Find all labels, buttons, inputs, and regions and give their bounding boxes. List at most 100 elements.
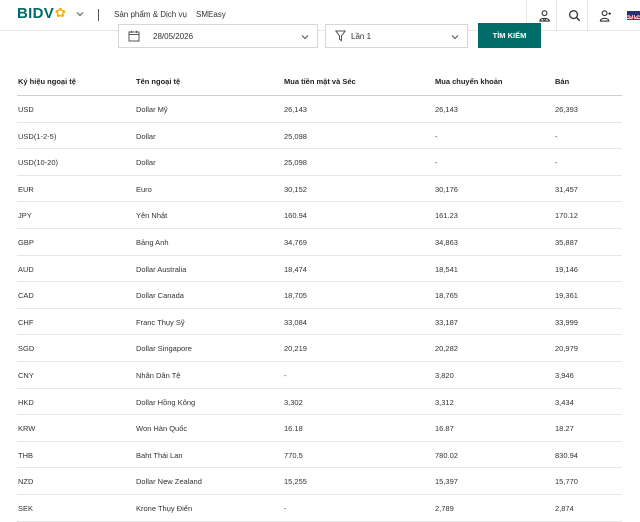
col-header-sell: Bán (555, 77, 570, 86)
cell-code: AUD (18, 264, 34, 274)
cell-transfer-buy: 3,820 (435, 371, 454, 380)
update-times-select[interactable]: Lần 1 (325, 24, 468, 48)
cell-code: GBP (18, 238, 34, 247)
filter-icon (335, 30, 346, 42)
table-row: USD(10-20) Dollar 25,098 - - (17, 149, 622, 176)
cell-name: Dollar Mỹ (136, 105, 168, 114)
cell-name: Nhân Dân Tệ (136, 371, 181, 380)
cell-code: SGD (18, 344, 35, 354)
bidv-logo[interactable]: BIDV✿ (17, 5, 66, 22)
chevron-down-icon[interactable] (75, 9, 85, 19)
search-button[interactable] (556, 0, 591, 31)
cell-cash-buy: 33,084 (284, 317, 307, 327)
uk-flag-icon[interactable] (627, 11, 640, 20)
cell-cash-buy: 160.94 (284, 211, 307, 221)
cell-sell: 31,457 (555, 184, 578, 194)
cell-cash-buy: 18,474 (284, 264, 307, 274)
cell-cash-buy: 25,098 (284, 131, 307, 141)
cell-transfer-buy: 780.02 (435, 450, 458, 460)
chevron-down-icon (301, 35, 309, 40)
cell-transfer-buy: 2,789 (435, 504, 454, 513)
cell-transfer-buy: 3,312 (435, 397, 454, 407)
table-row: SGD Dollar Singapore 20,219 20,282 20,979 (17, 335, 622, 362)
user-account-button[interactable] (587, 0, 622, 31)
cell-name: Dollar Singapore (136, 344, 192, 354)
cell-name: Dollar New Zealand (136, 477, 202, 487)
user-shield-button[interactable] (526, 0, 561, 31)
table-header-divider (17, 95, 622, 96)
cell-cash-buy: 30,152 (284, 184, 307, 194)
col-header-code: Ký hiệu ngoại tệ (18, 77, 76, 86)
table-row: USD Dollar Mỹ 26,143 26,143 26,393 (17, 96, 622, 123)
cell-code: JPY (18, 211, 32, 221)
cell-transfer-buy: 20,282 (435, 344, 458, 354)
cell-sell: 3,434 (555, 397, 574, 407)
cell-sell: 20,979 (555, 344, 578, 354)
table-row: HKD Dollar Hồng Kông 3,302 3,312 3,434 (17, 389, 622, 416)
cell-name: Dollar (136, 158, 156, 168)
cell-code: CNY (18, 371, 34, 380)
table-row: KRW Won Hàn Quốc 16.18 16.87 18.27 (17, 415, 622, 442)
cell-code: THB (18, 450, 33, 460)
date-value: 28/05/2026 (153, 32, 194, 41)
search-rates-button[interactable]: TÌM KIẾM (478, 23, 541, 48)
table-row: JPY Yên Nhật 160.94 161.23 170.12 (17, 202, 622, 229)
search-icon (568, 10, 580, 22)
cell-sell: 170.12 (555, 211, 578, 221)
cell-code: SEK (18, 504, 34, 513)
nav-smeasy[interactable]: SMEasy (196, 10, 226, 19)
table-row: NZD Dollar New Zealand 15,255 15,397 15,770 (17, 468, 622, 495)
cell-name: Krone Thụy Điển (136, 504, 193, 513)
cell-name: Yên Nhật (136, 211, 168, 221)
cell-cash-buy: 3,302 (284, 397, 303, 407)
table-row: THB Baht Thái Lan 770.5 780.02 830.94 (17, 442, 622, 469)
cell-code: USD (18, 105, 34, 114)
cell-sell: 3,946 (555, 371, 574, 380)
cell-transfer-buy: 33,187 (435, 317, 458, 327)
cell-name: Dollar Australia (136, 264, 187, 274)
cell-cash-buy: 26,143 (284, 105, 307, 114)
user-shield-icon (538, 10, 550, 22)
cell-sell: - (555, 158, 558, 168)
user-icon (599, 10, 611, 22)
cell-sell: 2,874 (555, 504, 574, 513)
nav-products-services[interactable]: Sản phẩm & Dịch vụ (114, 10, 187, 19)
cell-code: HKD (18, 397, 34, 407)
cell-sell: - (555, 131, 558, 141)
cell-transfer-buy: - (435, 158, 438, 168)
header-divider (98, 9, 99, 21)
col-header-name: Tên ngoại tệ (136, 77, 181, 86)
logo-flower-icon: ✿ (55, 5, 67, 20)
cell-sell: 19,361 (555, 291, 578, 301)
cell-sell: 19,146 (555, 264, 578, 274)
date-picker[interactable]: 28/05/2026 (118, 24, 318, 48)
table-row: GBP Bảng Anh 34,769 34,863 35,887 (17, 229, 622, 256)
cell-transfer-buy: 18,541 (435, 264, 458, 274)
table-row: CAD Dollar Canada 18,705 18,765 19,361 (17, 282, 622, 309)
table-row: CHF Franc Thụy Sỹ 33,084 33,187 33,999 (17, 309, 622, 336)
cell-transfer-buy: 30,176 (435, 184, 458, 194)
cell-code: KRW (18, 424, 36, 434)
cell-sell: 33,999 (555, 317, 578, 327)
cell-cash-buy: 34,769 (284, 238, 307, 247)
cell-cash-buy: 20,219 (284, 344, 307, 354)
cell-transfer-buy: - (435, 131, 438, 141)
cell-cash-buy: - (284, 504, 287, 513)
cell-sell: 35,887 (555, 238, 578, 247)
cell-name: Franc Thụy Sỹ (136, 317, 185, 327)
table-row: USD(1-2-5) Dollar 25,098 - - (17, 123, 622, 150)
cell-sell: 15,770 (555, 477, 578, 487)
cell-name: Euro (136, 184, 152, 194)
col-header-transfer-buy: Mua chuyển khoản (435, 77, 503, 86)
logo-text: BIDV (17, 5, 55, 22)
cell-transfer-buy: 16.87 (435, 424, 454, 434)
cell-code: CHF (18, 317, 34, 327)
table-row: SEK Krone Thụy Điển - 2,789 2,874 (17, 495, 622, 522)
cell-code: USD(1-2-5) (18, 131, 57, 141)
cell-cash-buy: - (284, 371, 287, 380)
cell-code: USD(10-20) (18, 158, 59, 168)
cell-cash-buy: 16.18 (284, 424, 303, 434)
cell-transfer-buy: 15,397 (435, 477, 458, 487)
cell-code: CAD (18, 291, 34, 301)
table-row: CNY Nhân Dân Tệ - 3,820 3,946 (17, 362, 622, 389)
